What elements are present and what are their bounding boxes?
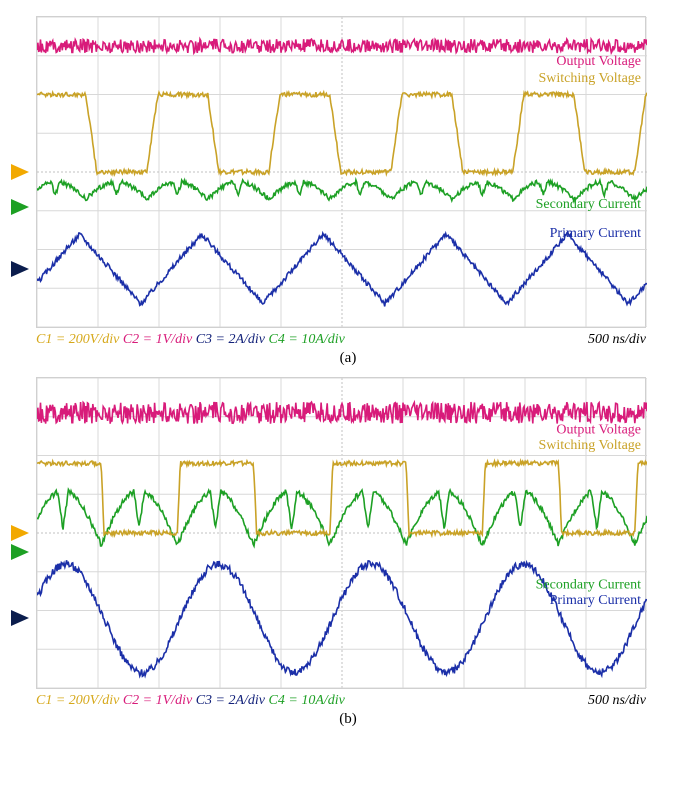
channel-scales: C1 = 200V/div C2 = 1V/div C3 = 2A/div C4… — [36, 693, 345, 709]
timebase-label: 500 ns/div — [588, 332, 646, 348]
scale-c1: C1 = 200V/div — [36, 693, 123, 708]
trace-label-c3: Primary Current — [550, 593, 641, 608]
scale-c2: C2 = 1V/div — [123, 693, 196, 708]
baseline-arrow-c1 — [11, 525, 29, 541]
baseline-arrow-c4 — [11, 199, 29, 215]
scale-c4: C4 = 10A/div — [269, 332, 345, 347]
baseline-arrow-c3 — [11, 261, 29, 277]
panel-label-a: (a) — [8, 350, 680, 367]
trace-label-c1: Switching Voltage — [538, 71, 641, 86]
panel-label-b: (b) — [8, 711, 680, 728]
oscilloscope-panel-b: Switching VoltageOutput Voltage Secondary… — [36, 377, 646, 689]
oscilloscope-panel-a: Switching Voltage Output Voltage Secondary… — [36, 16, 646, 328]
scale-c3: C3 = 2A/div — [196, 332, 269, 347]
trace-label-c4: Secondary Current — [536, 578, 641, 593]
baseline-markers — [11, 378, 35, 688]
trace-label-c2: Output Voltage — [556, 54, 641, 69]
scale-caption-a: C1 = 200V/div C2 = 1V/div C3 = 2A/div C4… — [36, 332, 646, 348]
scope-svg-b: Switching VoltageOutput Voltage Secondary… — [37, 378, 647, 688]
baseline-arrow-c1 — [11, 164, 29, 180]
trace-label-c2: Output Voltage — [556, 423, 641, 438]
trace-label-c4: Secondary Current — [536, 197, 641, 212]
scale-c2: C2 = 1V/div — [123, 332, 196, 347]
scale-c3: C3 = 2A/div — [196, 693, 269, 708]
baseline-arrow-c4 — [11, 544, 29, 560]
trace-label-c1: Switching Voltage — [538, 438, 641, 453]
scale-caption-b: C1 = 200V/div C2 = 1V/div C3 = 2A/div C4… — [36, 693, 646, 709]
scale-c1: C1 = 200V/div — [36, 332, 123, 347]
channel-scales: C1 = 200V/div C2 = 1V/div C3 = 2A/div C4… — [36, 332, 345, 348]
trace-c4 — [37, 489, 647, 546]
trace-label-c3: Primary Current — [550, 226, 641, 241]
scale-c4: C4 = 10A/div — [269, 693, 345, 708]
scope-svg-a: Switching Voltage Output Voltage Secondary… — [37, 17, 647, 327]
baseline-markers — [11, 17, 35, 327]
trace-c2 — [37, 402, 647, 424]
timebase-label: 500 ns/div — [588, 693, 646, 709]
baseline-arrow-c3 — [11, 610, 29, 626]
